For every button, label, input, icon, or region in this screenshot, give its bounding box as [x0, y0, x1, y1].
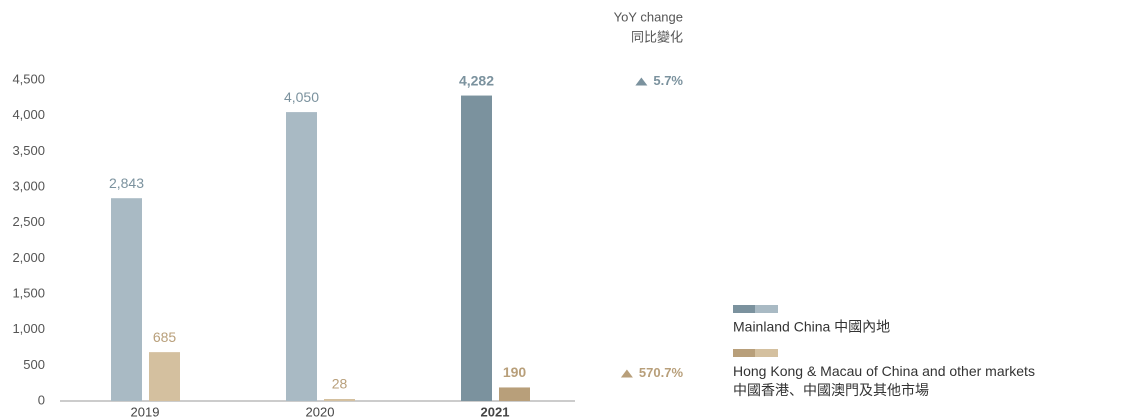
y-tick-label: 1,000 [12, 321, 45, 336]
bar [149, 352, 180, 401]
legend-label: Hong Kong & Macau of China and other mar… [733, 363, 1035, 398]
y-tick-label: 500 [23, 357, 45, 372]
yoy-value: 5.7% [653, 73, 683, 88]
y-tick-label: 4,000 [12, 107, 45, 122]
bar [461, 95, 492, 402]
x-tick-label: 2021 [481, 404, 510, 419]
value-label: 4,050 [284, 89, 319, 105]
bar [499, 387, 530, 401]
legend-swatch [733, 305, 755, 313]
legend-label: Mainland China 中國內地 [733, 319, 890, 335]
bar [111, 198, 142, 401]
up-arrow [620, 369, 633, 378]
up-arrow [635, 77, 648, 86]
y-tick-label: 2,500 [12, 214, 45, 229]
legend-swatch [755, 305, 778, 313]
y-tick-label: 3,500 [12, 143, 45, 158]
x-tick-label: 2020 [306, 404, 335, 419]
legend-swatch [755, 349, 778, 357]
legend-swatch [733, 349, 755, 357]
y-tick-label: 0 [38, 392, 45, 407]
value-label: 190 [503, 364, 527, 380]
bar [324, 399, 355, 401]
yoy-value: 570.7% [639, 365, 684, 380]
value-label: 685 [153, 329, 177, 345]
y-tick-label: 2,000 [12, 250, 45, 265]
yoy-title: YoY change [614, 9, 683, 24]
y-tick-label: 1,500 [12, 285, 45, 300]
bar [286, 112, 317, 401]
x-tick-label: 2019 [131, 404, 160, 419]
value-label: 2,843 [109, 175, 144, 191]
value-label: 4,282 [459, 72, 494, 88]
y-tick-label: 3,000 [12, 178, 45, 193]
value-label: 28 [332, 376, 348, 392]
y-tick-label: 4,500 [12, 71, 45, 86]
yoy-subtitle: 同比變化 [631, 29, 683, 44]
